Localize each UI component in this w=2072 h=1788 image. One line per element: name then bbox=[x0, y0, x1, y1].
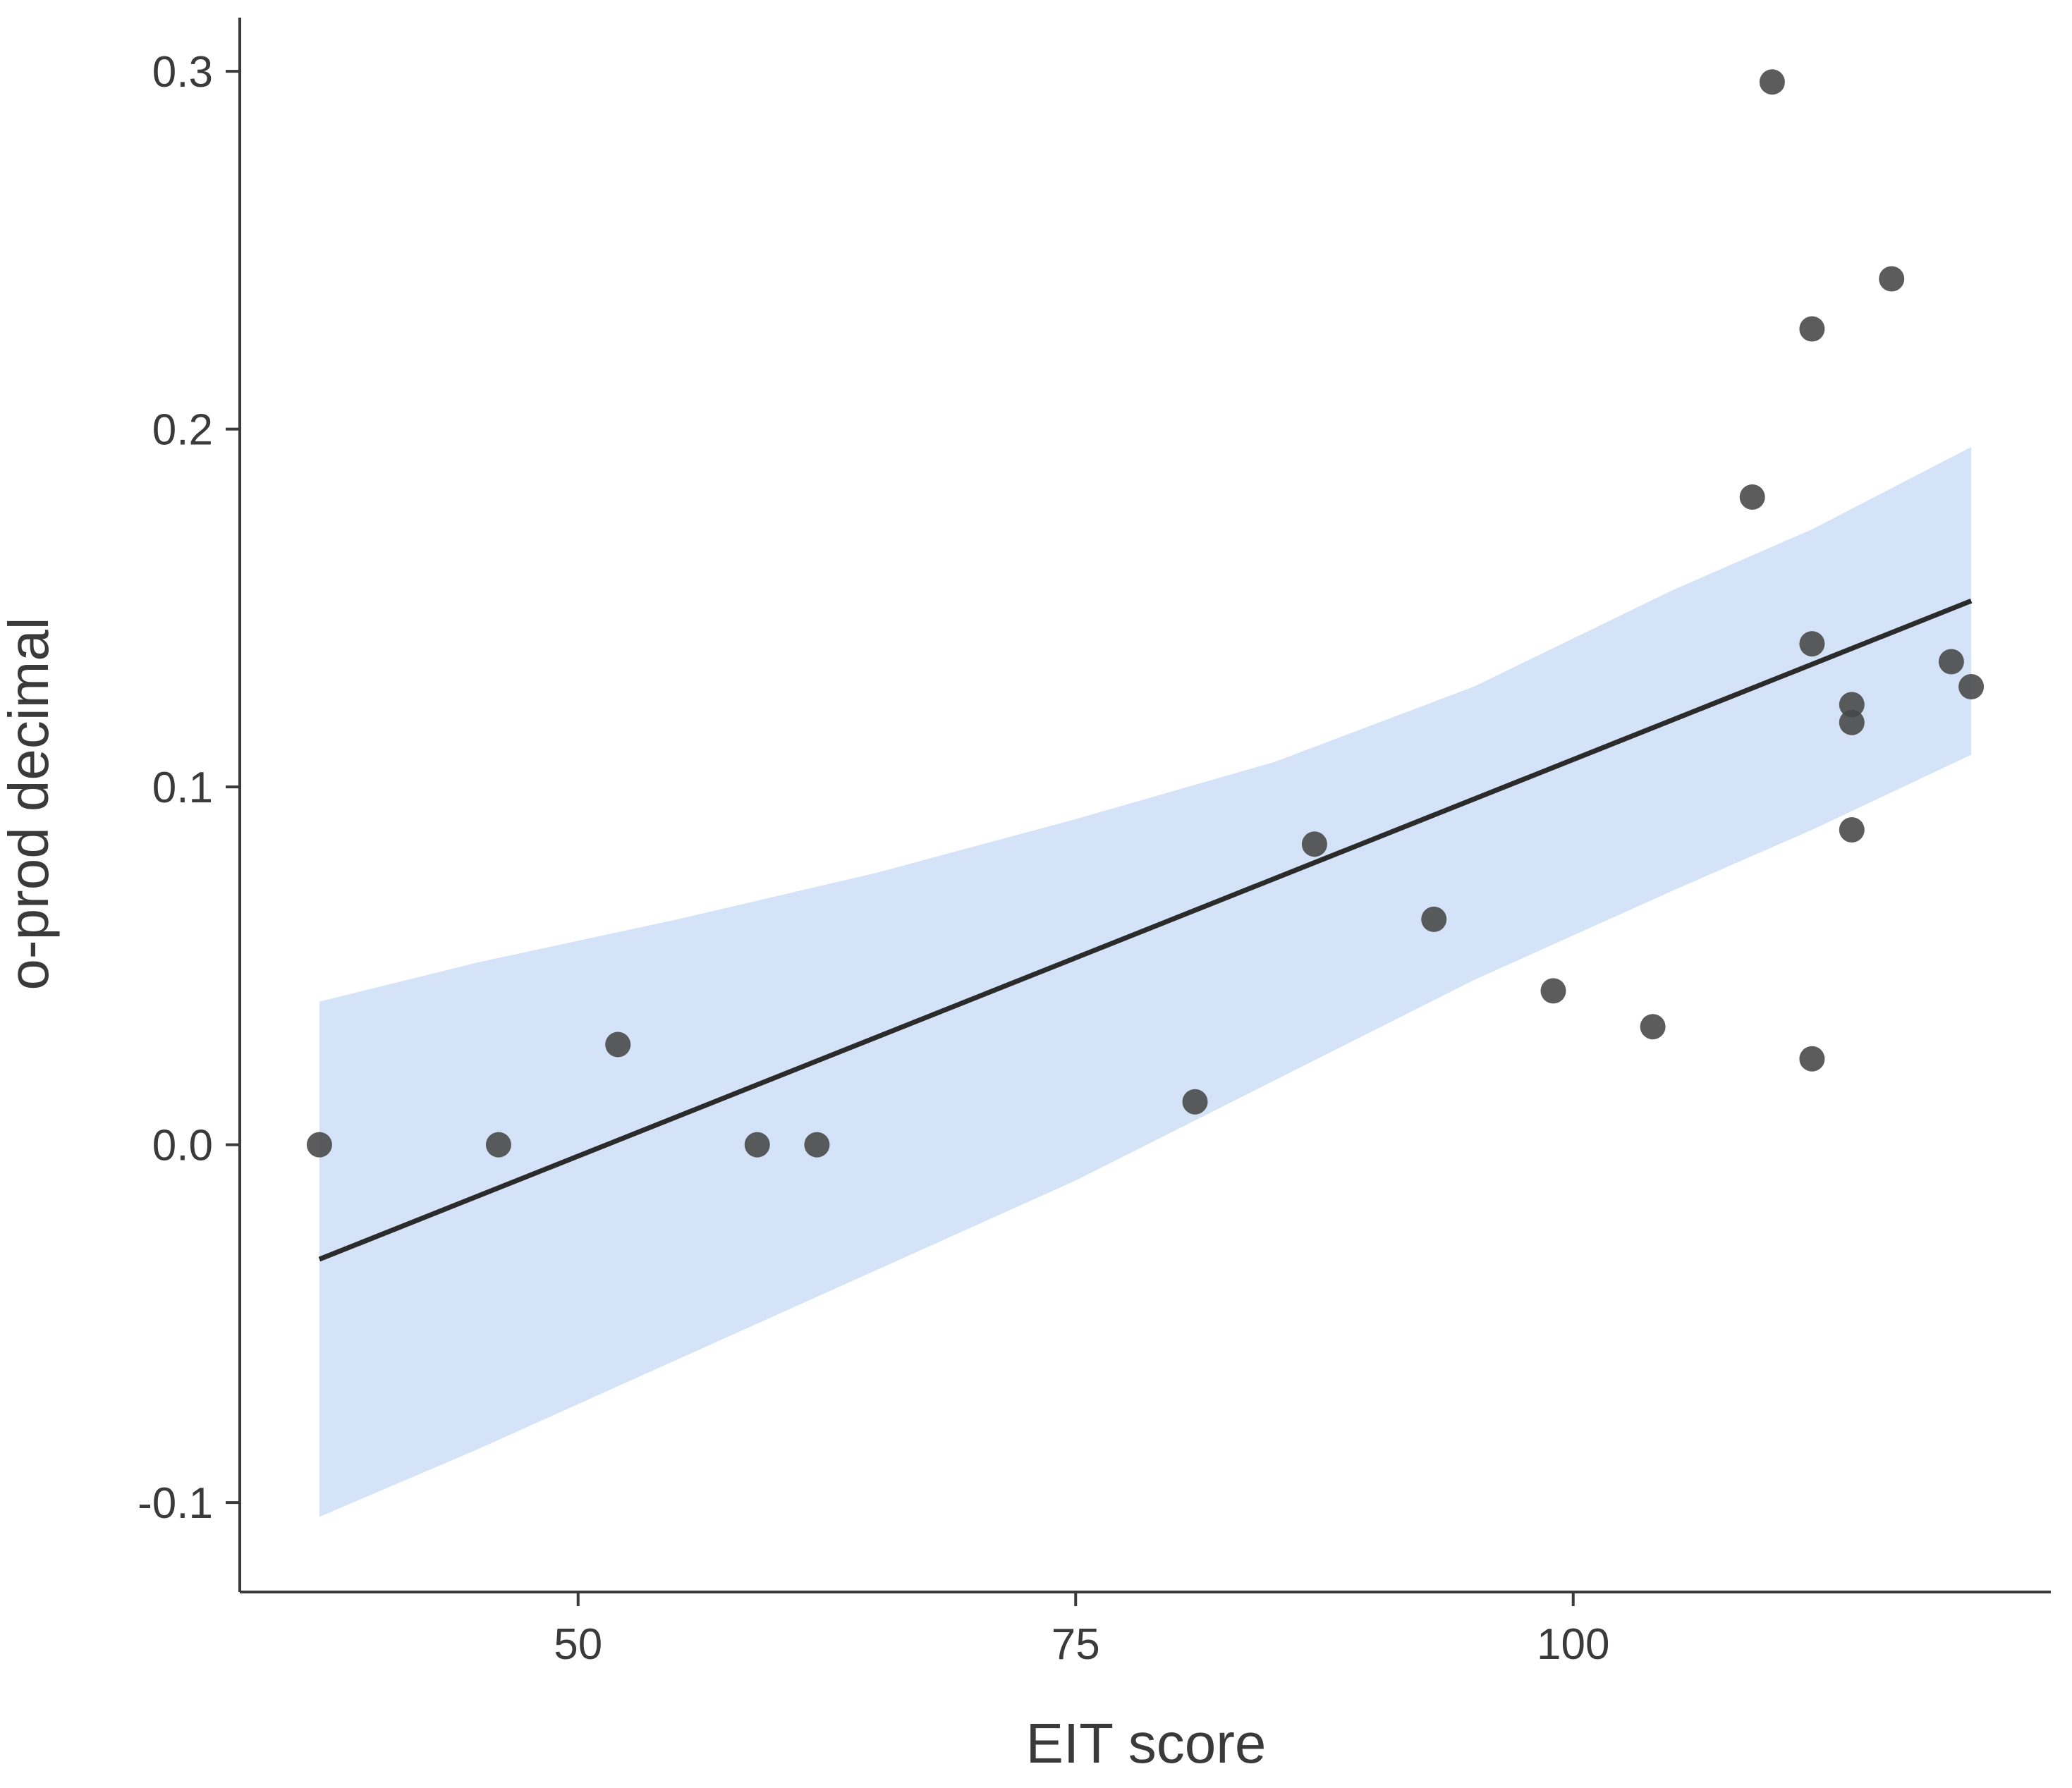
data-point bbox=[1839, 709, 1865, 735]
x-tick-label: 100 bbox=[1537, 1620, 1609, 1669]
data-point bbox=[1421, 906, 1447, 932]
data-point bbox=[1879, 266, 1905, 292]
regression-line bbox=[318, 598, 1973, 1262]
axes-layer: 50 75 100 -0.1 0.0 0.1 0.2 0.3 bbox=[138, 18, 2051, 1669]
data-point bbox=[744, 1132, 770, 1158]
data-point bbox=[1799, 1046, 1825, 1072]
data-point bbox=[1958, 674, 1985, 699]
data-point bbox=[1839, 692, 1865, 718]
x-tick-label: 50 bbox=[554, 1620, 602, 1669]
confidence-band-layer bbox=[319, 447, 1972, 1517]
data-points-layer bbox=[306, 69, 1985, 1158]
x-axis-title: EIT score bbox=[1026, 1712, 1267, 1775]
data-point bbox=[1739, 484, 1765, 510]
data-point bbox=[1301, 831, 1327, 857]
data-point bbox=[804, 1132, 830, 1158]
data-point bbox=[605, 1031, 631, 1058]
data-point bbox=[1540, 978, 1566, 1004]
y-tick-label: 0.3 bbox=[152, 48, 213, 97]
data-point bbox=[1839, 817, 1865, 843]
y-tick-label: 0.0 bbox=[152, 1122, 213, 1170]
regression-line-layer bbox=[318, 598, 1973, 1262]
y-tick-label: 0.2 bbox=[152, 406, 213, 455]
data-point bbox=[1640, 1014, 1666, 1040]
data-point bbox=[306, 1132, 332, 1158]
data-point bbox=[1759, 69, 1785, 95]
y-tick-label: -0.1 bbox=[138, 1479, 213, 1528]
data-point bbox=[1799, 631, 1825, 657]
data-point bbox=[1938, 649, 1964, 675]
y-tick-label: 0.1 bbox=[152, 764, 213, 812]
data-point bbox=[1799, 316, 1825, 342]
x-tick-label: 75 bbox=[1052, 1620, 1100, 1669]
confidence-band bbox=[319, 447, 1972, 1517]
y-axis-title: o-prod decimal bbox=[0, 617, 60, 990]
data-point bbox=[485, 1132, 511, 1158]
data-point bbox=[1182, 1089, 1208, 1115]
